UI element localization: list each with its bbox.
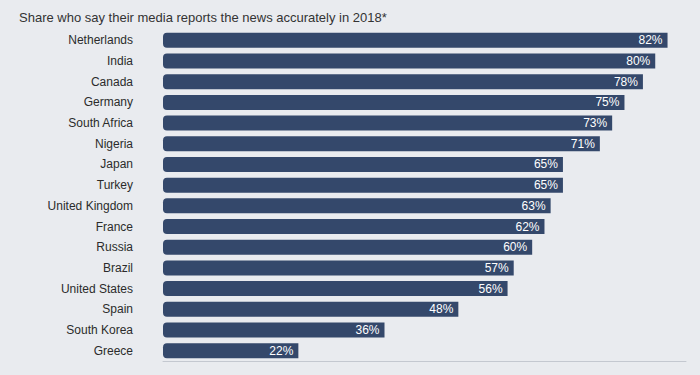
svg-text:65%: 65% <box>534 178 558 192</box>
svg-text:63%: 63% <box>522 199 546 213</box>
svg-text:78%: 78% <box>614 75 638 89</box>
svg-text:56%: 56% <box>479 282 503 296</box>
svg-text:Nigeria: Nigeria <box>95 137 133 151</box>
svg-text:Germany: Germany <box>84 95 133 109</box>
svg-text:Share who say their media repo: Share who say their media reports the ne… <box>19 10 387 25</box>
svg-text:57%: 57% <box>485 261 509 275</box>
svg-text:United States: United States <box>61 282 133 296</box>
svg-text:65%: 65% <box>534 157 558 171</box>
svg-text:Netherlands: Netherlands <box>68 33 133 47</box>
svg-text:82%: 82% <box>639 33 663 47</box>
svg-text:71%: 71% <box>571 137 595 151</box>
svg-text:Turkey: Turkey <box>97 178 133 192</box>
svg-text:France: France <box>96 220 134 234</box>
svg-text:Spain: Spain <box>102 302 133 316</box>
svg-text:South Korea: South Korea <box>66 323 133 337</box>
svg-text:75%: 75% <box>595 95 619 109</box>
svg-text:80%: 80% <box>626 54 650 68</box>
svg-text:60%: 60% <box>503 240 527 254</box>
svg-text:India: India <box>107 54 133 68</box>
svg-text:Canada: Canada <box>91 75 133 89</box>
svg-text:73%: 73% <box>583 116 607 130</box>
svg-text:36%: 36% <box>355 323 379 337</box>
svg-text:Russia: Russia <box>96 240 133 254</box>
svg-text:Greece: Greece <box>94 344 134 358</box>
svg-text:Japan: Japan <box>100 157 133 171</box>
svg-text:South Africa: South Africa <box>68 116 133 130</box>
svg-text:62%: 62% <box>515 220 539 234</box>
svg-text:22%: 22% <box>269 344 293 358</box>
svg-text:United Kingdom: United Kingdom <box>48 199 133 213</box>
svg-text:Brazil: Brazil <box>103 261 133 275</box>
svg-text:48%: 48% <box>429 302 453 316</box>
